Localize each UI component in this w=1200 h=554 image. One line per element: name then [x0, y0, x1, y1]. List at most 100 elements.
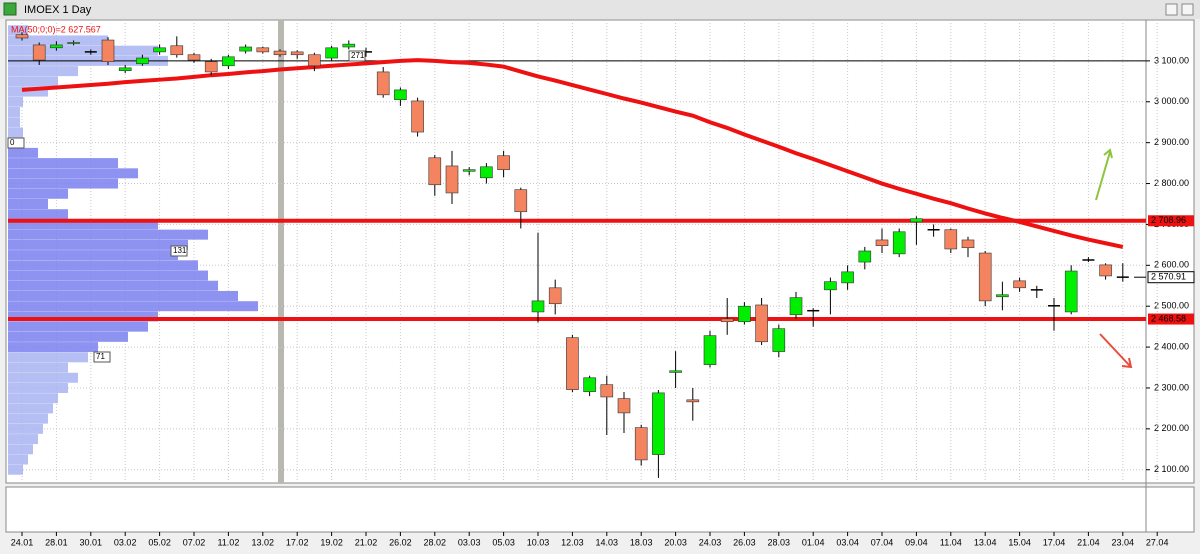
volume-profile-bar [8, 382, 68, 393]
volume-profile-bar [8, 342, 98, 353]
plot-panel [5, 19, 1195, 484]
volume-profile-bar [8, 198, 48, 209]
x-tick-label: 03.02 [114, 537, 137, 547]
volume-profile-bar [8, 464, 23, 475]
x-tick-label: 30.01 [80, 537, 103, 547]
x-tick-label: 21.04 [1077, 537, 1100, 547]
x-tick-label: 13.02 [252, 537, 275, 547]
volume-profile-bar [8, 311, 158, 322]
x-tick-label: 11.02 [217, 537, 239, 547]
volume-profile-bar [8, 239, 188, 250]
y-tick-label: 2 100.00 [1154, 464, 1189, 474]
y-tick-label: 2 500.00 [1154, 301, 1189, 311]
x-tick-label: 14.03 [596, 537, 619, 547]
candle-body [566, 337, 579, 390]
x-tick-label: 27.04 [1146, 537, 1169, 547]
x-tick-label: 18.03 [630, 537, 653, 547]
x-tick-label: 07.04 [871, 537, 894, 547]
candle-body [978, 252, 992, 302]
candle-body [858, 250, 872, 263]
candle-body [222, 56, 235, 67]
indicator-label: MA(50;0;0)=2 627.567 [11, 24, 101, 34]
close-button[interactable] [1181, 3, 1194, 16]
x-tick-label: 07.02 [183, 537, 206, 547]
candle-body [738, 305, 751, 323]
x-tick-label: 21.02 [355, 537, 378, 547]
maximize-button[interactable] [1165, 3, 1178, 16]
volume-profile-bar [8, 362, 68, 373]
candle-body [462, 169, 476, 172]
level-label: 2 468.58 [1151, 313, 1186, 323]
volume-profile-bar [8, 413, 48, 424]
candle-body [875, 239, 889, 246]
volume-profile-bar [8, 393, 58, 404]
x-tick-label: 28.02 [424, 537, 447, 547]
volume-profile-bar [8, 86, 48, 97]
candle-body [548, 287, 562, 305]
x-tick-label: 03.03 [458, 537, 481, 547]
candle-body [170, 45, 184, 56]
candle-body [961, 239, 975, 249]
x-tick-label: 26.02 [389, 537, 412, 547]
x-tick-label: 23.04 [1112, 537, 1135, 547]
candle-body [583, 377, 596, 392]
title-bar [0, 0, 1200, 19]
volume-profile-bar [8, 45, 158, 56]
candle-body [617, 398, 631, 414]
candle-body [703, 335, 717, 365]
volume-profile-bar [8, 25, 28, 36]
volume-profile-bar [8, 423, 43, 434]
candle-body [1013, 280, 1026, 289]
candle-body [256, 47, 270, 53]
candle-body [634, 427, 648, 461]
last-price-box [1147, 271, 1195, 284]
volume-profile-bar [8, 352, 88, 363]
annotation-box [7, 137, 25, 149]
crosshair [278, 20, 284, 483]
x-tick-label: 20.03 [664, 537, 687, 547]
x-tick-label: 05.03 [492, 537, 515, 547]
y-tick-label: 2 200.00 [1154, 423, 1189, 433]
candle-body [1064, 270, 1078, 313]
window-icon [3, 2, 17, 16]
lower-panel [5, 486, 1195, 533]
y-tick-label: 2 400.00 [1154, 341, 1189, 351]
candle-body [686, 399, 700, 403]
candle-body [101, 39, 115, 63]
level-label-box [1148, 215, 1194, 227]
volume-profile-bar [8, 127, 23, 138]
candle-body [720, 318, 734, 323]
volume-profile-bar [8, 168, 138, 179]
candle-body [308, 54, 321, 67]
annotation: 0 [10, 138, 15, 147]
candle-body [824, 281, 837, 291]
candle-body [772, 328, 786, 352]
x-tick-label: 10.03 [527, 537, 550, 547]
candle-body [325, 47, 338, 59]
candle-body [996, 294, 1009, 298]
volume-profile-bar [8, 219, 158, 230]
candle-body [514, 189, 528, 213]
candle-body [531, 300, 545, 313]
moving-average [21, 58, 1124, 249]
candle-body [755, 304, 768, 343]
candle-body [669, 370, 682, 373]
last-price-label: 2 570.91 [1151, 272, 1186, 282]
candle-body [67, 42, 80, 44]
candle-body [1099, 264, 1112, 277]
x-tick-label: 17.04 [1043, 537, 1066, 547]
candle-body [15, 34, 29, 39]
candle-body [394, 89, 407, 101]
candle-body [290, 51, 304, 56]
x-tick-label: 24.03 [699, 537, 722, 547]
volume-profile-bar [8, 229, 208, 240]
window-title: IMOEX 1 Day [24, 4, 92, 16]
annotation-box [170, 245, 188, 257]
candle-body [480, 166, 493, 179]
y-tick-label: 3 100.00 [1154, 55, 1189, 65]
x-tick-label: 11.04 [940, 537, 962, 547]
annotation: 271 [351, 51, 365, 60]
volume-profile-bar [8, 372, 78, 383]
volume-profile-bar [8, 260, 198, 271]
candle-body [411, 100, 424, 133]
